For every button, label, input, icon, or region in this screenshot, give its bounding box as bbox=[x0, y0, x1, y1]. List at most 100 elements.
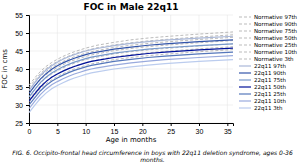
legend-label: 22q11 3th bbox=[254, 105, 283, 112]
legend-swatch bbox=[239, 65, 251, 66]
axis-line bbox=[30, 124, 234, 127]
tick-label: 0 bbox=[28, 128, 32, 135]
chart: 0 5 10 15 20 25 30 35 25 30 35 40 45 50 55 FOC in Male … bbox=[0, 0, 305, 165]
legend-item: Normative 25th bbox=[239, 42, 298, 48]
legend-item: 22q11 75th bbox=[239, 77, 286, 84]
legend-label: Normative 97th bbox=[254, 14, 298, 20]
tick: 50 bbox=[15, 30, 29, 37]
legend-label: 22q11 90th bbox=[254, 70, 286, 77]
tick-mark bbox=[26, 69, 29, 70]
series-line bbox=[29, 60, 233, 113]
legend-item: Normative 10th bbox=[239, 49, 298, 55]
grid-line-y bbox=[29, 15, 233, 16]
tick-label: 30 bbox=[196, 128, 204, 135]
tick-label: 10 bbox=[82, 128, 90, 135]
tick-mark bbox=[227, 123, 228, 126]
legend-label: Normative 50th bbox=[254, 35, 298, 41]
legend-swatch bbox=[239, 24, 251, 25]
legend-item: 22q11 25th bbox=[239, 91, 286, 98]
legend-item: 22q11 10th bbox=[239, 98, 286, 105]
grid-line-y bbox=[29, 105, 233, 106]
tick-mark bbox=[142, 123, 143, 126]
tick-mark bbox=[26, 15, 29, 16]
y-axis-label: FOC in cms bbox=[1, 49, 9, 89]
legend-swatch bbox=[239, 45, 251, 46]
series-line bbox=[29, 48, 233, 101]
legend-swatch bbox=[239, 79, 251, 80]
y-axis: 25 30 35 40 45 50 55 bbox=[15, 12, 29, 127]
tick-label: 45 bbox=[15, 48, 23, 55]
tick: 35 bbox=[15, 84, 29, 91]
tick-mark bbox=[171, 123, 172, 126]
legend-label: 22q11 97th bbox=[254, 63, 286, 70]
legend-swatch bbox=[239, 86, 251, 87]
legend-item: 22q11 90th bbox=[239, 70, 286, 77]
legend-label: 22q11 10th bbox=[254, 98, 286, 105]
legend-swatch bbox=[239, 107, 251, 108]
legend-swatch bbox=[239, 100, 251, 101]
legend-item: 22q11 97th bbox=[239, 63, 286, 70]
legend-label: Normative 25th bbox=[254, 42, 298, 48]
grid-line-y bbox=[29, 33, 233, 34]
x-axis-label: Age in months bbox=[106, 136, 157, 144]
legend-swatch bbox=[239, 93, 251, 94]
tick-mark bbox=[26, 105, 29, 106]
legend-label: 22q11 25th bbox=[254, 91, 286, 98]
legend-swatch bbox=[239, 31, 251, 32]
legend-swatch bbox=[239, 52, 251, 53]
legend-item: Normative 75th bbox=[239, 28, 298, 34]
legend-item: Normative 97th bbox=[239, 14, 298, 20]
tick-mark bbox=[26, 87, 29, 88]
tick-label: 15 bbox=[111, 128, 119, 135]
tick-mark bbox=[26, 123, 29, 124]
tick-label: 55 bbox=[15, 12, 23, 19]
tick: 30 bbox=[196, 123, 204, 135]
tick: 40 bbox=[15, 66, 29, 73]
caption-line: months. bbox=[140, 156, 165, 163]
legend-label: Normative 75th bbox=[254, 28, 298, 34]
axis-line bbox=[26, 16, 30, 124]
legend-item: Normative 50th bbox=[239, 35, 298, 41]
tick: 35 bbox=[224, 123, 232, 135]
tick: 45 bbox=[15, 48, 29, 55]
tick-mark bbox=[57, 123, 58, 126]
caption: FIG. 6. Occipito-frontal head circumfere… bbox=[12, 149, 293, 163]
tick-mark bbox=[86, 123, 87, 126]
legend-swatch bbox=[239, 72, 251, 73]
series-line bbox=[29, 52, 233, 105]
legend-label: Normative 3th bbox=[254, 56, 294, 62]
tick-label: 50 bbox=[15, 30, 23, 37]
tick-mark bbox=[199, 123, 200, 126]
legend-item: 22q11 3th bbox=[239, 105, 283, 112]
tick: 5 bbox=[56, 123, 60, 135]
tick: 0 bbox=[28, 123, 32, 135]
legend-item: Normative 3th bbox=[239, 56, 294, 62]
tick: 15 bbox=[111, 123, 119, 135]
legend-item: Normative 90th bbox=[239, 21, 298, 27]
tick: 25 bbox=[167, 123, 175, 135]
legend: Normative 97thNormative 90thNormative 75… bbox=[239, 14, 298, 112]
grid bbox=[29, 15, 233, 123]
tick-label: 20 bbox=[139, 128, 147, 135]
legend-item: 22q11 50th bbox=[239, 84, 286, 91]
plot-area: 0 5 10 15 20 25 30 35 25 30 35 40 45 50 55 bbox=[15, 12, 233, 135]
tick: 20 bbox=[139, 123, 147, 135]
legend-label: 22q11 75th bbox=[254, 77, 286, 84]
tick-label: 35 bbox=[224, 128, 232, 135]
series-line bbox=[29, 56, 233, 109]
title: FOC in Male 22q11 bbox=[83, 2, 178, 12]
tick-mark bbox=[26, 33, 29, 34]
tick-label: 40 bbox=[15, 66, 23, 73]
tick: 30 bbox=[15, 102, 29, 109]
tick: 25 bbox=[15, 120, 29, 127]
tick-label: 30 bbox=[15, 102, 23, 109]
legend-label: Normative 90th bbox=[254, 21, 298, 27]
tick-label: 25 bbox=[15, 120, 23, 127]
tick-mark bbox=[114, 123, 115, 126]
series-line bbox=[29, 44, 233, 97]
tick: 55 bbox=[15, 12, 29, 19]
x-axis: 0 5 10 15 20 25 30 35 bbox=[28, 123, 234, 135]
tick-label: 35 bbox=[15, 84, 23, 91]
lines bbox=[29, 32, 233, 113]
legend-swatch bbox=[239, 17, 251, 18]
